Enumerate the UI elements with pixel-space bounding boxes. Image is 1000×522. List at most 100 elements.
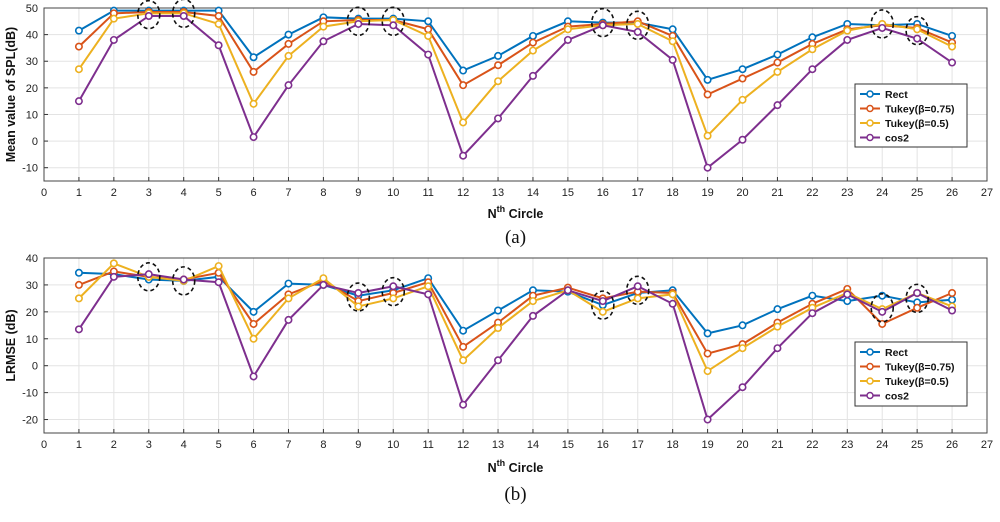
data-point [459, 326, 468, 335]
x-tick-label: 1 [76, 439, 82, 451]
x-tick-label: 19 [701, 187, 713, 199]
data-point [74, 97, 83, 106]
highlight-circle [346, 282, 371, 312]
x-tick-label: 6 [250, 439, 256, 451]
y-tick-label: 0 [32, 136, 38, 148]
data-point [214, 19, 223, 28]
legend-swatch-marker [866, 133, 874, 142]
data-point [424, 290, 433, 299]
data-point [354, 288, 363, 297]
x-tick-label: 26 [946, 187, 958, 199]
data-point [808, 291, 817, 300]
data-point [249, 53, 258, 62]
x-tick-label: 3 [146, 187, 152, 199]
data-point [459, 151, 468, 160]
x-axis-label: Nth Circle [488, 204, 544, 221]
x-tick-label: 14 [527, 187, 539, 199]
highlight-circle [591, 7, 615, 38]
data-point [703, 90, 712, 99]
data-point [319, 37, 328, 46]
x-axis-label: Nth Circle [488, 458, 544, 475]
highlight-circle [381, 6, 406, 37]
data-point [494, 77, 503, 86]
y-tick-label: 0 [32, 361, 38, 373]
data-point [703, 415, 712, 424]
x-tick-label: 22 [806, 439, 818, 451]
data-point [773, 305, 782, 314]
x-tick-label: 15 [562, 187, 574, 199]
data-point [214, 11, 223, 20]
x-tick-label: 11 [422, 439, 433, 451]
y-tick-label: 10 [26, 334, 38, 346]
x-tick-label: 12 [457, 187, 469, 199]
x-tick-label: 0 [41, 439, 47, 451]
y-tick-label: -10 [22, 163, 38, 175]
data-point [424, 31, 433, 40]
y-tick-label: 10 [26, 109, 38, 121]
data-point [738, 95, 747, 104]
data-point [878, 23, 887, 32]
data-point [424, 50, 433, 59]
data-point [843, 26, 852, 35]
data-point [109, 35, 118, 44]
x-tick-label: 11 [422, 187, 433, 199]
x-tick-label: 1 [76, 187, 82, 199]
data-point [913, 25, 922, 34]
x-tick-label: 0 [41, 187, 47, 199]
data-point [494, 306, 503, 315]
x-tick-label: 6 [250, 187, 256, 199]
data-point [738, 344, 747, 353]
data-point [459, 356, 468, 365]
data-point [389, 21, 398, 30]
data-point [74, 26, 83, 35]
data-point [528, 46, 537, 55]
series-line-2 [78, 270, 953, 355]
data-point [913, 34, 922, 43]
x-tick-label: 16 [597, 439, 609, 451]
data-point [494, 114, 503, 123]
legend-swatch-marker [866, 90, 874, 98]
legend-label: Rect [885, 89, 908, 101]
data-point [668, 25, 677, 34]
series-line-4 [78, 14, 953, 170]
x-tick-label: 13 [492, 187, 504, 199]
legend-swatch-marker [866, 362, 874, 371]
data-point [354, 19, 363, 28]
data-point [948, 42, 957, 51]
x-tick-label: 4 [181, 187, 187, 199]
legend-swatch-marker [866, 104, 874, 113]
data-point [74, 280, 83, 289]
legend-label: cos2 [885, 391, 909, 403]
highlight-circle [870, 293, 895, 323]
data-point [249, 99, 258, 108]
x-tick-label: 24 [876, 439, 888, 451]
data-point [528, 31, 537, 40]
data-point [528, 38, 537, 47]
data-point [528, 297, 537, 306]
data-point [633, 19, 642, 28]
x-tick-label: 21 [771, 439, 783, 451]
x-tick-label: 25 [911, 439, 923, 451]
data-point [424, 25, 433, 34]
x-tick-label: 2 [111, 439, 117, 451]
x-tick-label: 25 [911, 187, 923, 199]
data-point [773, 322, 782, 331]
x-tick-label: 23 [841, 439, 853, 451]
data-point [284, 51, 293, 60]
data-point [144, 11, 153, 20]
data-point [74, 294, 83, 303]
y-tick-label: 30 [26, 56, 38, 68]
y-tick-label: 40 [26, 253, 38, 265]
legend-label: Tukey(β=0.5) [885, 118, 949, 130]
x-tick-label: 20 [736, 187, 748, 199]
data-point [703, 349, 712, 358]
data-point [738, 383, 747, 392]
y-tick-label: -10 [22, 388, 38, 400]
data-point [249, 372, 258, 381]
series-line-1 [78, 9, 953, 82]
data-point [843, 297, 852, 306]
highlight-circle [136, 0, 161, 30]
x-tick-label: 10 [387, 187, 399, 199]
data-point [214, 41, 223, 50]
